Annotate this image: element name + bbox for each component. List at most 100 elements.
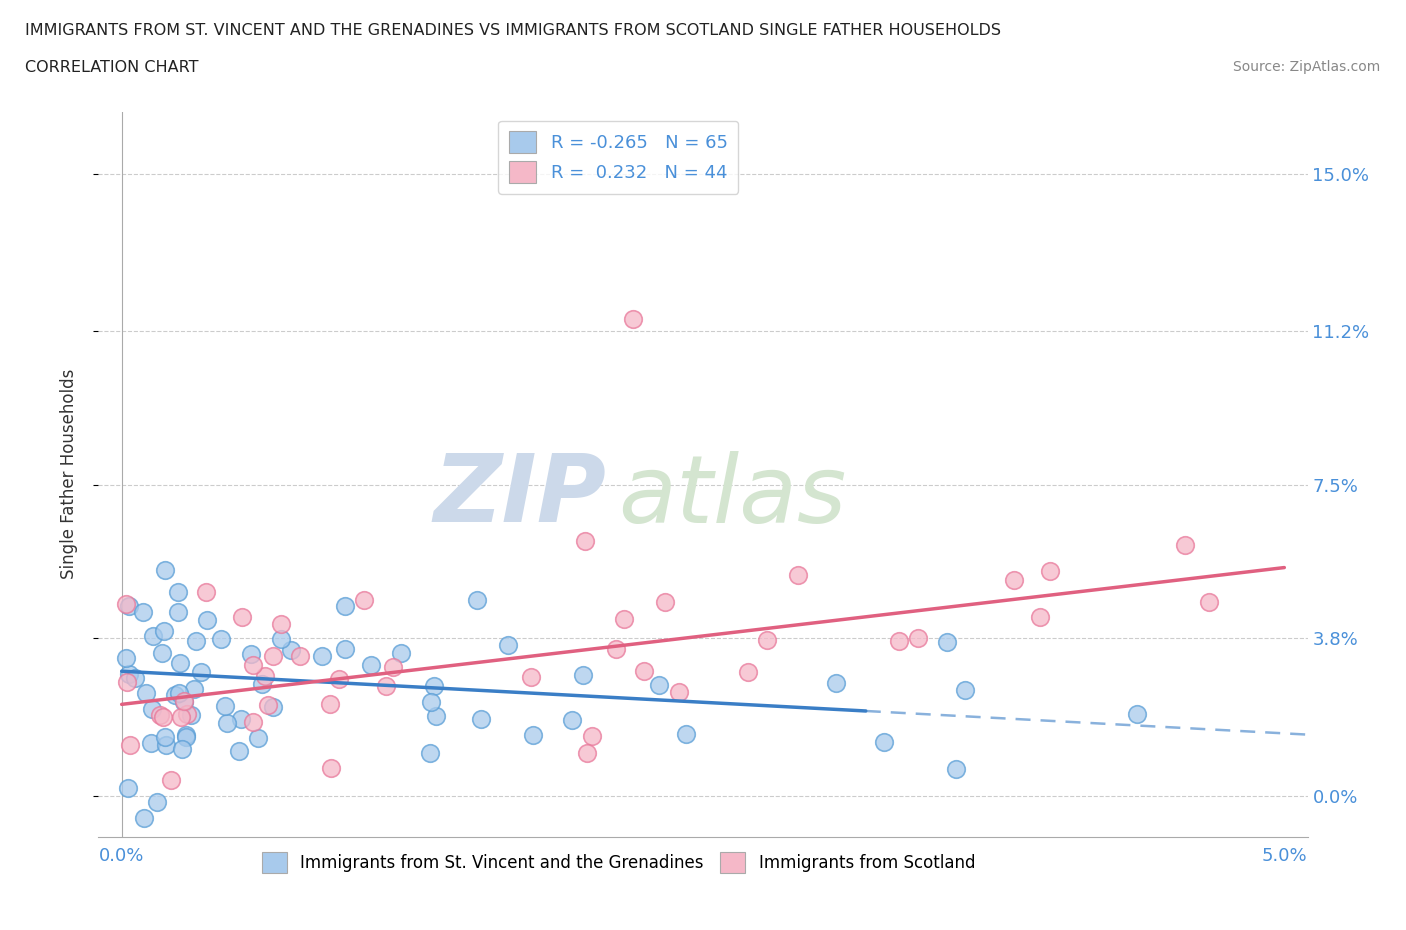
Point xyxy=(209,631,232,646)
Point xyxy=(170,742,193,757)
Point xyxy=(150,645,173,660)
Point xyxy=(118,598,141,613)
Point xyxy=(120,737,142,752)
Point xyxy=(1028,609,1050,624)
Point xyxy=(333,598,356,613)
Point xyxy=(612,611,634,626)
Point xyxy=(176,728,198,743)
Point xyxy=(141,701,163,716)
Point xyxy=(214,698,236,713)
Point xyxy=(522,727,544,742)
Point xyxy=(153,563,176,578)
Point xyxy=(135,685,157,700)
Point xyxy=(176,707,198,722)
Point xyxy=(253,669,276,684)
Point xyxy=(270,631,292,646)
Point xyxy=(167,685,190,700)
Point xyxy=(945,762,967,777)
Point xyxy=(575,746,598,761)
Point xyxy=(465,592,488,607)
Point xyxy=(124,671,146,685)
Legend: Immigrants from St. Vincent and the Grenadines, Immigrants from Scotland: Immigrants from St. Vincent and the Gren… xyxy=(254,845,981,880)
Point xyxy=(217,716,239,731)
Point xyxy=(574,534,596,549)
Point xyxy=(648,678,671,693)
Point xyxy=(174,729,197,744)
Point xyxy=(328,671,350,686)
Point xyxy=(353,593,375,608)
Point xyxy=(166,584,188,599)
Point xyxy=(425,709,447,724)
Point xyxy=(375,678,398,693)
Point xyxy=(115,650,138,665)
Point xyxy=(1126,706,1149,721)
Text: ZIP: ZIP xyxy=(433,450,606,542)
Point xyxy=(173,694,195,709)
Point xyxy=(242,658,264,672)
Point xyxy=(668,684,690,699)
Point xyxy=(142,629,165,644)
Text: CORRELATION CHART: CORRELATION CHART xyxy=(25,60,198,75)
Point xyxy=(115,675,138,690)
Point xyxy=(194,585,217,600)
Point xyxy=(180,707,202,722)
Point xyxy=(737,664,759,679)
Point xyxy=(170,710,193,724)
Point xyxy=(132,810,155,825)
Text: atlas: atlas xyxy=(619,450,846,541)
Point xyxy=(153,623,176,638)
Point xyxy=(419,746,441,761)
Text: IMMIGRANTS FROM ST. VINCENT AND THE GRENADINES VS IMMIGRANTS FROM SCOTLAND SINGL: IMMIGRANTS FROM ST. VINCENT AND THE GREN… xyxy=(25,23,1001,38)
Point xyxy=(139,736,162,751)
Point xyxy=(1039,564,1062,578)
Point xyxy=(873,735,896,750)
Point xyxy=(165,688,187,703)
Point xyxy=(132,604,155,619)
Point xyxy=(231,610,253,625)
Point xyxy=(195,612,218,627)
Point xyxy=(382,659,405,674)
Point xyxy=(1174,538,1197,552)
Point xyxy=(389,646,412,661)
Point xyxy=(311,648,333,663)
Point xyxy=(889,633,911,648)
Point xyxy=(153,729,176,744)
Point xyxy=(239,646,262,661)
Point xyxy=(228,744,250,759)
Point xyxy=(654,594,676,609)
Point xyxy=(145,794,167,809)
Point xyxy=(319,697,342,711)
Point xyxy=(262,699,284,714)
Point xyxy=(756,632,779,647)
Point xyxy=(675,727,697,742)
Point xyxy=(955,683,977,698)
Point xyxy=(160,773,183,788)
Point xyxy=(166,604,188,619)
Point xyxy=(252,677,274,692)
Point xyxy=(935,635,957,650)
Point xyxy=(155,737,177,752)
Point xyxy=(419,695,441,710)
Point xyxy=(242,715,264,730)
Point xyxy=(321,761,343,776)
Y-axis label: Single Father Households: Single Father Households xyxy=(59,369,77,579)
Point xyxy=(621,312,644,326)
Point xyxy=(1002,573,1025,588)
Point xyxy=(335,642,357,657)
Point xyxy=(605,642,627,657)
Point xyxy=(117,781,139,796)
Point xyxy=(360,658,382,673)
Point xyxy=(581,728,603,743)
Point xyxy=(262,648,284,663)
Point xyxy=(496,638,519,653)
Point xyxy=(246,731,269,746)
Point xyxy=(825,676,848,691)
Point xyxy=(148,708,170,723)
Point xyxy=(561,713,583,728)
Point xyxy=(470,711,492,726)
Point xyxy=(231,711,253,726)
Point xyxy=(907,631,929,645)
Point xyxy=(173,695,195,710)
Point xyxy=(115,597,138,612)
Point xyxy=(423,679,446,694)
